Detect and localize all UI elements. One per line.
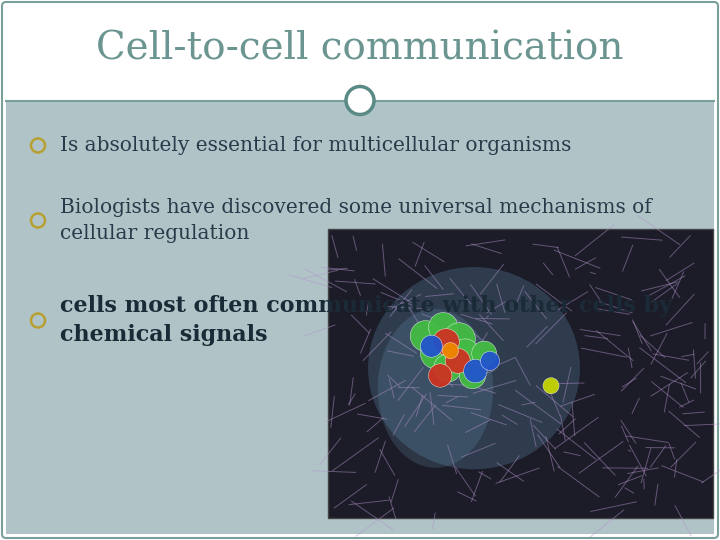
Circle shape [451,339,480,368]
Text: Cell-to-cell communication: Cell-to-cell communication [96,31,624,68]
Circle shape [410,321,441,352]
Circle shape [543,377,559,394]
Text: Biologists have discovered some universal mechanisms of
cellular regulation: Biologists have discovered some universa… [60,198,652,243]
FancyBboxPatch shape [6,100,714,534]
Circle shape [420,338,451,369]
Text: Is absolutely essential for multicellular organisms: Is absolutely essential for multicellula… [60,136,572,155]
Circle shape [346,86,374,114]
Circle shape [444,323,475,355]
Circle shape [472,341,497,366]
Circle shape [433,354,462,382]
Circle shape [433,329,459,355]
Circle shape [459,362,485,389]
FancyBboxPatch shape [328,230,713,518]
Circle shape [442,342,459,359]
Circle shape [428,364,452,387]
Circle shape [446,348,470,373]
Ellipse shape [378,309,493,468]
Circle shape [464,360,487,383]
Circle shape [420,335,442,357]
Text: cells most often communicate with other cells by
chemical signals: cells most often communicate with other … [60,295,672,346]
Circle shape [428,313,458,342]
Circle shape [480,352,500,370]
FancyBboxPatch shape [6,6,714,100]
Ellipse shape [368,267,580,469]
